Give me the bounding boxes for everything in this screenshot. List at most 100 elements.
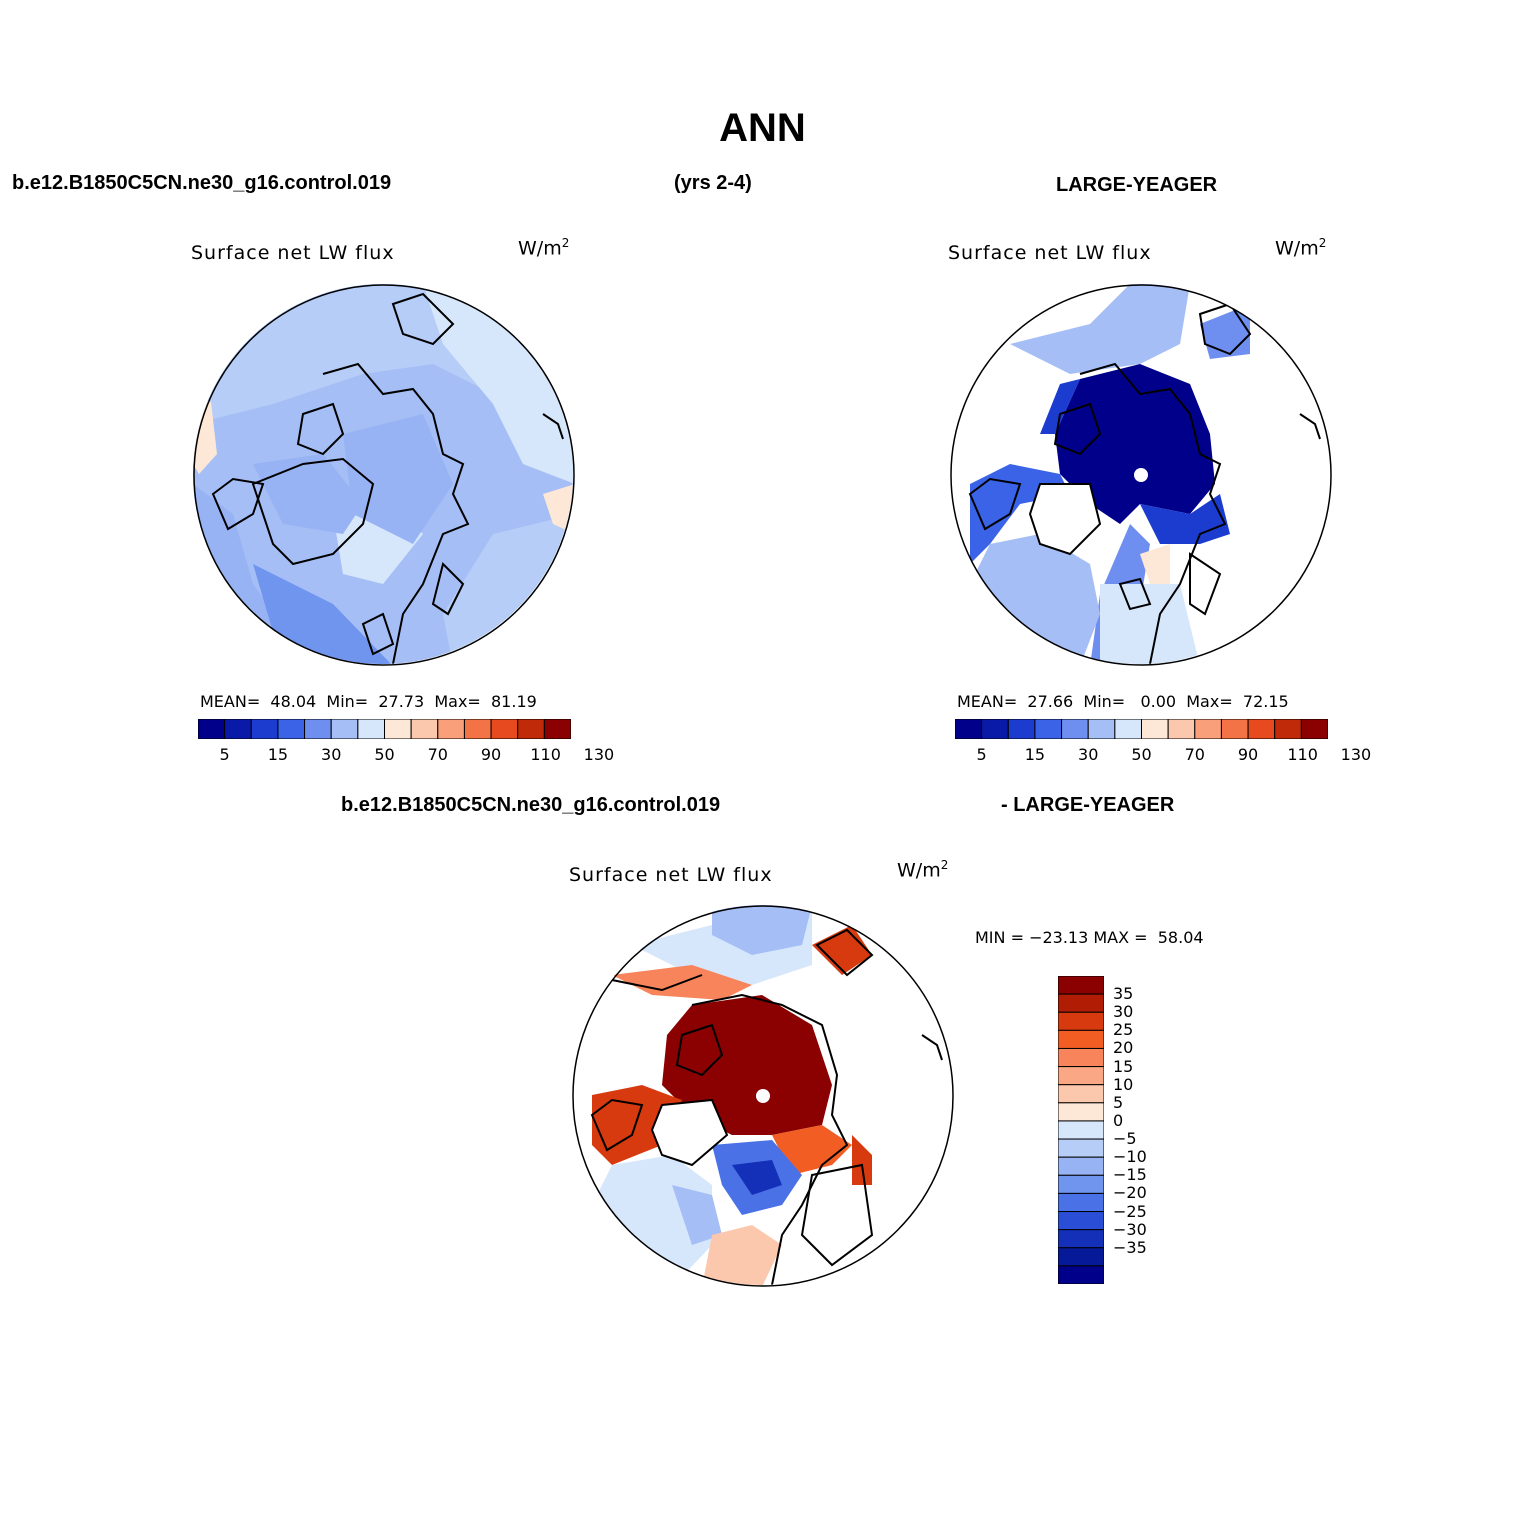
colorbar-tick-label: 90 xyxy=(1237,745,1259,764)
colorbar-tick-label: 5 xyxy=(976,745,987,764)
colorbar-segment xyxy=(1194,719,1222,739)
colorbar-tick-label: 15 xyxy=(1113,1056,1134,1076)
colorbar-tick-label: 20 xyxy=(1113,1038,1134,1058)
colorbar-segment xyxy=(1058,1102,1104,1122)
colorbar-segment xyxy=(224,719,252,739)
colorbar-segment xyxy=(1058,1120,1104,1140)
colorbar-segment xyxy=(1058,1156,1104,1176)
panel3-units: W/m2 xyxy=(897,858,949,882)
colorbar-segment xyxy=(463,719,492,739)
colorbar-segment xyxy=(1034,719,1063,739)
panel3-pole-hole xyxy=(756,1089,770,1103)
colorbar-tick-label: −15 xyxy=(1113,1165,1147,1185)
panel3-colorbar-labels: 35 30 25 20 15 10 5 0 −5 −10 −15 −20 −25 −30 −35 xyxy=(1113,976,1173,1284)
colorbar-segment xyxy=(1007,719,1036,739)
colorbar-tick-label: 35 xyxy=(1113,984,1134,1004)
colorbar-segment xyxy=(277,719,306,739)
colorbar-segment xyxy=(1061,719,1089,739)
colorbar-tick-label: −10 xyxy=(1113,1147,1147,1167)
colorbar-tick-label: 5 xyxy=(219,745,230,764)
colorbar-segment xyxy=(1058,1011,1104,1031)
colorbar-segment xyxy=(330,719,359,739)
panel2-stats: MEAN= 27.66 Min= 0.00 Max= 72.15 xyxy=(957,692,1289,711)
colorbar-segment xyxy=(1058,1047,1104,1068)
colorbar-segment xyxy=(250,719,279,739)
colorbar-segment xyxy=(437,719,465,739)
colorbar-segment xyxy=(955,719,983,739)
colorbar-segment xyxy=(1274,719,1302,739)
panel1-title: Surface net LW flux xyxy=(191,242,395,264)
colorbar-segment xyxy=(1058,1229,1104,1249)
panel2-pole-hole xyxy=(1134,468,1148,482)
colorbar-segment xyxy=(1058,1138,1104,1158)
colorbar-tick-label: −35 xyxy=(1113,1237,1147,1257)
colorbar-tick-label: 110 xyxy=(530,745,561,764)
colorbar-tick-label: 5 xyxy=(1113,1092,1124,1112)
colorbar-tick-label: 25 xyxy=(1113,1020,1134,1040)
panel2-units: W/m2 xyxy=(1275,236,1327,260)
colorbar-segment xyxy=(410,719,439,739)
colorbar-segment xyxy=(1167,719,1196,739)
colorbar-tick-label: 70 xyxy=(1184,745,1205,764)
years-header: (yrs 2-4) xyxy=(674,172,752,194)
panel1-polar-map xyxy=(193,284,575,666)
colorbar-segment xyxy=(1058,1066,1104,1086)
panel1-colorbar xyxy=(198,719,571,739)
colorbar-tick-label: 0 xyxy=(1113,1110,1124,1130)
panel3-minmax: MIN = −23.13 MAX = 58.04 xyxy=(975,928,1204,947)
colorbar-tick-label: 30 xyxy=(321,745,342,764)
colorbar-segment xyxy=(1141,719,1169,739)
colorbar-segment xyxy=(304,719,332,739)
colorbar-tick-label: 130 xyxy=(583,745,615,764)
panel2-polar-map xyxy=(950,284,1332,666)
colorbar-segment xyxy=(1058,1247,1104,1267)
colorbar-segment xyxy=(1300,719,1328,739)
panel3-title: Surface net LW flux xyxy=(569,864,773,886)
colorbar-segment xyxy=(1220,719,1249,739)
panel2-colorbar-ticks: 5 15 30 50 70 90 110 130 xyxy=(955,745,1372,765)
colorbar-segment xyxy=(1058,1211,1104,1231)
colorbar-tick-label: 70 xyxy=(427,745,448,764)
colorbar-segment xyxy=(1058,1192,1104,1213)
colorbar-segment xyxy=(1058,976,1104,995)
panel3-polar-map xyxy=(572,905,954,1287)
colorbar-segment xyxy=(517,719,545,739)
figure-title: ANN xyxy=(719,106,806,150)
colorbar-tick-label: −30 xyxy=(1113,1219,1147,1239)
colorbar-segment xyxy=(1114,719,1143,739)
obs-name-header: LARGE-YEAGER xyxy=(1056,174,1218,196)
panel2-title: Surface net LW flux xyxy=(948,242,1152,264)
colorbar-segment xyxy=(384,719,412,739)
case-name-header: b.e12.B1850C5CN.ne30_g16.control.019 xyxy=(12,172,392,194)
colorbar-tick-label: 50 xyxy=(1131,745,1152,764)
colorbar-segment xyxy=(1058,1174,1104,1194)
diff-obs-header: - LARGE-YEAGER xyxy=(1001,794,1175,816)
colorbar-tick-label: −20 xyxy=(1113,1183,1147,1203)
colorbar-segment xyxy=(1058,1265,1104,1284)
colorbar-segment xyxy=(1247,719,1276,739)
colorbar-tick-label: −25 xyxy=(1113,1201,1147,1221)
colorbar-tick-label: 15 xyxy=(267,745,289,764)
colorbar-tick-label: −5 xyxy=(1113,1129,1137,1149)
colorbar-tick-label: 50 xyxy=(374,745,395,764)
panel2-colorbar xyxy=(955,719,1328,739)
colorbar-tick-label: 130 xyxy=(1340,745,1372,764)
colorbar-tick-label: 90 xyxy=(480,745,502,764)
colorbar-tick-label: 110 xyxy=(1287,745,1318,764)
colorbar-segment xyxy=(1058,1084,1104,1104)
panel1-colorbar-ticks: 5 15 30 50 70 90 110 130 xyxy=(198,745,615,765)
colorbar-tick-label: 30 xyxy=(1078,745,1099,764)
diff-case-header: b.e12.B1850C5CN.ne30_g16.control.019 xyxy=(341,794,721,816)
colorbar-tick-label: 15 xyxy=(1024,745,1046,764)
colorbar-tick-label: 10 xyxy=(1113,1074,1134,1094)
colorbar-segment xyxy=(1058,993,1104,1013)
colorbar-segment xyxy=(490,719,519,739)
panel1-stats: MEAN= 48.04 Min= 27.73 Max= 81.19 xyxy=(200,692,537,711)
colorbar-segment xyxy=(357,719,386,739)
colorbar-segment xyxy=(1087,719,1116,739)
panel1-units: W/m2 xyxy=(518,236,570,260)
colorbar-tick-label: 30 xyxy=(1113,1002,1134,1022)
panel3-colorbar xyxy=(1058,976,1104,1284)
colorbar-segment xyxy=(543,719,571,739)
colorbar-segment xyxy=(198,719,226,739)
